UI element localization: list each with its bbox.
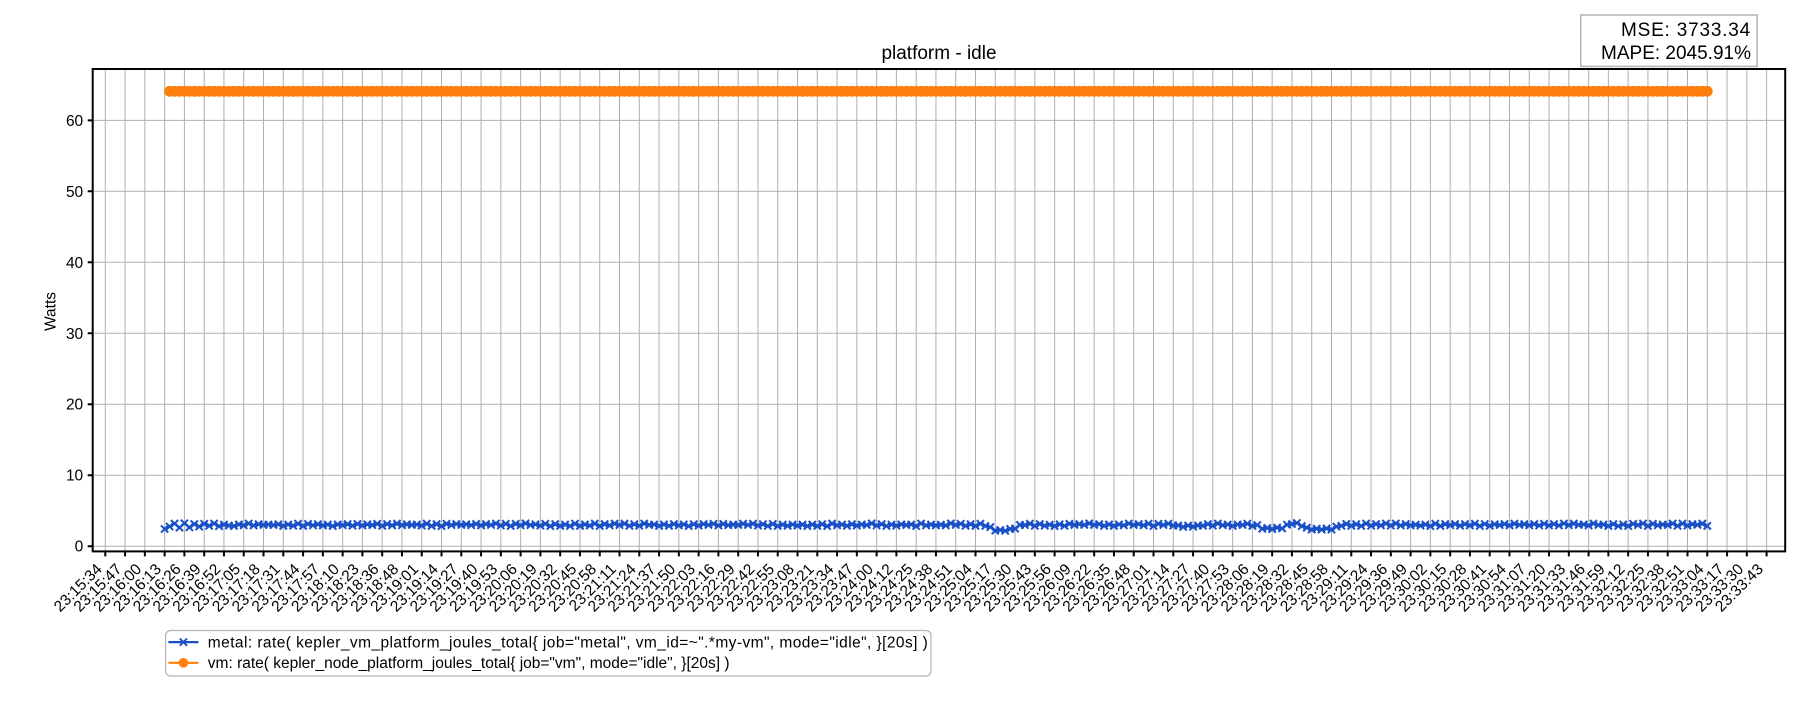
svg-text:platform - idle: platform - idle: [881, 43, 996, 64]
svg-text:metal: rate( kepler_vm_platfor: metal: rate( kepler_vm_platform_joules_t…: [208, 634, 928, 651]
svg-text:vm: rate( kepler_node_platform: vm: rate( kepler_node_platform_joules_to…: [208, 655, 730, 672]
svg-text:30: 30: [66, 326, 84, 343]
svg-text:0: 0: [75, 539, 84, 556]
svg-text:20: 20: [66, 397, 84, 414]
svg-text:50: 50: [66, 184, 84, 201]
svg-text:Watts: Watts: [43, 292, 60, 331]
svg-text:MSE: 3733.34: MSE: 3733.34: [1621, 20, 1751, 41]
svg-text:40: 40: [66, 255, 84, 272]
svg-text:10: 10: [66, 468, 84, 485]
svg-text:MAPE: 2045.91%: MAPE: 2045.91%: [1601, 43, 1751, 64]
svg-text:60: 60: [66, 113, 84, 130]
